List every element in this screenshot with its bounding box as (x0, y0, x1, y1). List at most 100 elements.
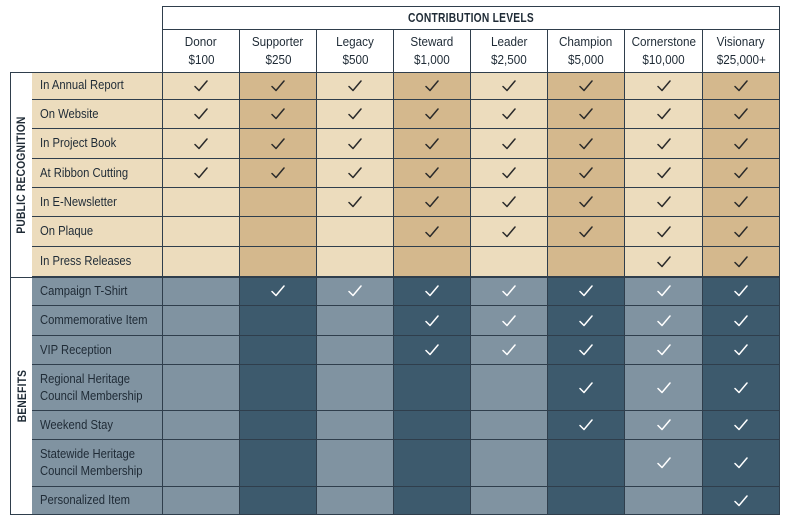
public-recognition-label: PUBLIC RECOGNITION (10, 72, 32, 277)
row-label: In Annual Report (32, 72, 162, 100)
row-label-line: Personalized Item (40, 493, 131, 507)
level-cell (625, 72, 703, 100)
level-cell (240, 487, 317, 515)
level-cell (548, 277, 625, 306)
level-cell (317, 188, 394, 217)
level-cell (703, 411, 780, 440)
level-cell (240, 129, 317, 159)
check-icon (194, 167, 208, 179)
section-label: PUBLIC RECOGNITION (14, 116, 29, 234)
level-cell (703, 440, 780, 487)
check-icon (656, 457, 671, 469)
check-icon (734, 314, 748, 326)
level-cell (703, 306, 780, 336)
check-icon (502, 225, 516, 237)
check-icon (734, 255, 748, 267)
level-cell (703, 336, 780, 365)
row-label: In Project Book (32, 129, 162, 159)
check-icon (502, 314, 516, 326)
level-cell (240, 217, 317, 247)
check-icon (734, 79, 748, 91)
level-cell (394, 72, 471, 100)
row-label-line: Regional Heritage (40, 371, 131, 386)
level-name: Legacy (336, 34, 374, 49)
level-cell (548, 247, 625, 277)
level-cell (240, 440, 317, 487)
row-label: In Press Releases (32, 247, 162, 277)
section-top-border (32, 72, 780, 73)
level-cell (317, 277, 394, 306)
level-cell (240, 306, 317, 336)
check-icon (656, 314, 671, 326)
level-cell (394, 365, 471, 411)
table-title: CONTRIBUTION LEVELS (408, 11, 534, 25)
level-header-steward: Steward $1,000 (394, 30, 471, 72)
check-icon (734, 108, 748, 120)
level-cell (625, 277, 703, 306)
level-cell (625, 217, 703, 247)
level-header-donor: Donor $100 (162, 30, 240, 72)
check-icon (425, 225, 439, 237)
check-icon (271, 167, 285, 179)
level-cell (162, 440, 240, 487)
level-cell (317, 217, 394, 247)
row-label-line: Weekend Stay (40, 417, 113, 432)
level-cell (162, 336, 240, 365)
check-icon (579, 196, 593, 208)
level-name: Cornerstone (631, 34, 696, 49)
check-icon (502, 137, 516, 149)
check-icon (579, 419, 593, 431)
level-cell (548, 411, 625, 440)
level-amount: $500 (341, 52, 369, 67)
level-cell (625, 487, 703, 515)
level-cell (625, 440, 703, 487)
level-cell (394, 247, 471, 277)
row-label-line: In Project Book (40, 136, 117, 150)
check-icon (579, 285, 593, 297)
level-cell (394, 487, 471, 515)
level-name: Champion (559, 34, 613, 49)
check-icon (734, 494, 748, 506)
row-label-line: On Website (40, 106, 99, 121)
check-icon (656, 196, 671, 208)
check-icon (502, 285, 516, 297)
check-icon (734, 419, 748, 431)
check-icon (502, 79, 516, 91)
level-cell (317, 365, 394, 411)
row-label-line: In Press Releases (40, 254, 132, 268)
check-icon (579, 381, 593, 393)
level-cell (625, 100, 703, 129)
level-cell (471, 411, 548, 440)
level-cell (471, 247, 548, 277)
level-cell (240, 159, 317, 188)
level-cell (394, 217, 471, 247)
level-cell (162, 72, 240, 100)
level-cell (317, 72, 394, 100)
level-cell (317, 159, 394, 188)
level-cell (548, 72, 625, 100)
level-cell (703, 100, 780, 129)
check-icon (656, 344, 671, 356)
level-cell (162, 159, 240, 188)
level-cell (162, 306, 240, 336)
check-icon (656, 225, 671, 237)
check-icon (579, 137, 593, 149)
contribution-levels-header: CONTRIBUTION LEVELS (162, 6, 780, 30)
row-label-line: Council Membership (40, 464, 143, 478)
row-label-line: Campaign T-Shirt (40, 283, 128, 298)
level-cell (703, 159, 780, 188)
level-cell (548, 159, 625, 188)
check-icon (656, 381, 671, 393)
check-icon (425, 344, 439, 356)
check-icon (348, 196, 362, 208)
level-cell (317, 336, 394, 365)
level-cell (548, 217, 625, 247)
check-icon (348, 167, 362, 179)
level-cell (625, 188, 703, 217)
row-label: VIP Reception (32, 336, 162, 365)
level-cell (703, 129, 780, 159)
level-cell (240, 336, 317, 365)
level-cell (548, 100, 625, 129)
level-cell (625, 159, 703, 188)
